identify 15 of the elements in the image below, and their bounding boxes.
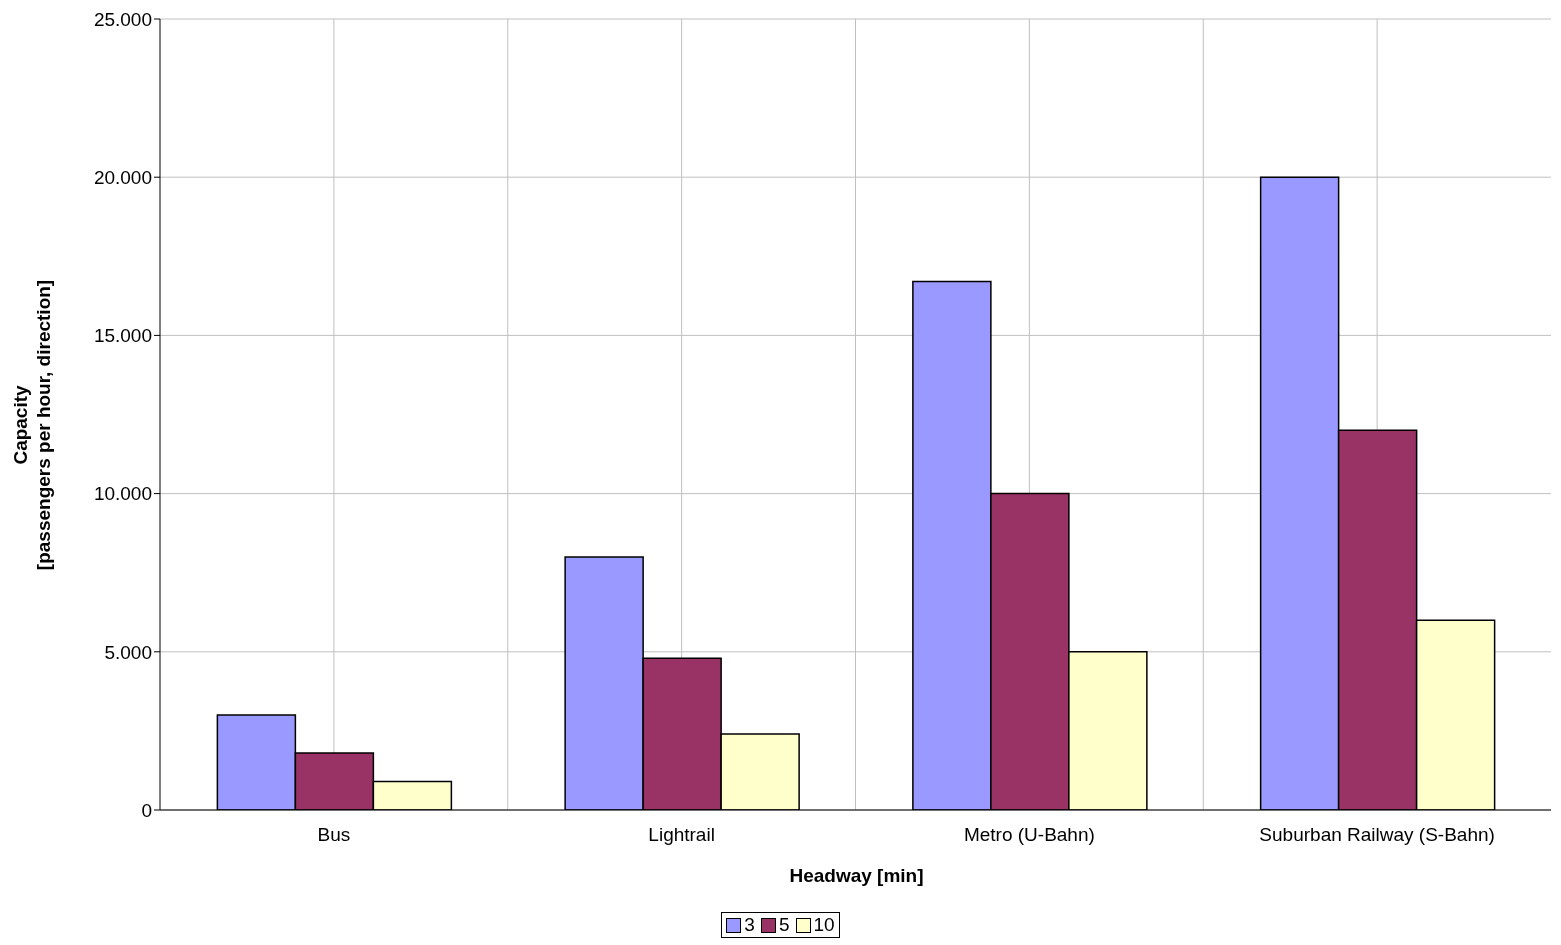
y-tick-label: 0 <box>141 799 152 821</box>
y-tick-label: 10.000 <box>93 483 152 505</box>
y-tick-label: 20.000 <box>93 166 152 188</box>
x-axis-title: Headway [min] <box>788 864 925 888</box>
x-tick-label: Bus <box>317 824 351 846</box>
legend-label: 5 <box>778 914 790 936</box>
x-tick-label: Metro (U-Bahn) <box>963 824 1095 846</box>
x-tick-label: Suburban Railway (S-Bahn) <box>1259 824 1495 846</box>
legend-label: 10 <box>813 914 835 936</box>
x-tick-label: Lightrail <box>648 824 715 846</box>
legend-label: 3 <box>744 914 755 936</box>
y-tick-label: 15.000 <box>93 325 152 347</box>
y-tick-label: 25.000 <box>93 8 152 30</box>
y-tick-label: 5.000 <box>104 641 152 663</box>
y-axis-title: Capacity [passengers per hour, direction] <box>10 279 54 571</box>
